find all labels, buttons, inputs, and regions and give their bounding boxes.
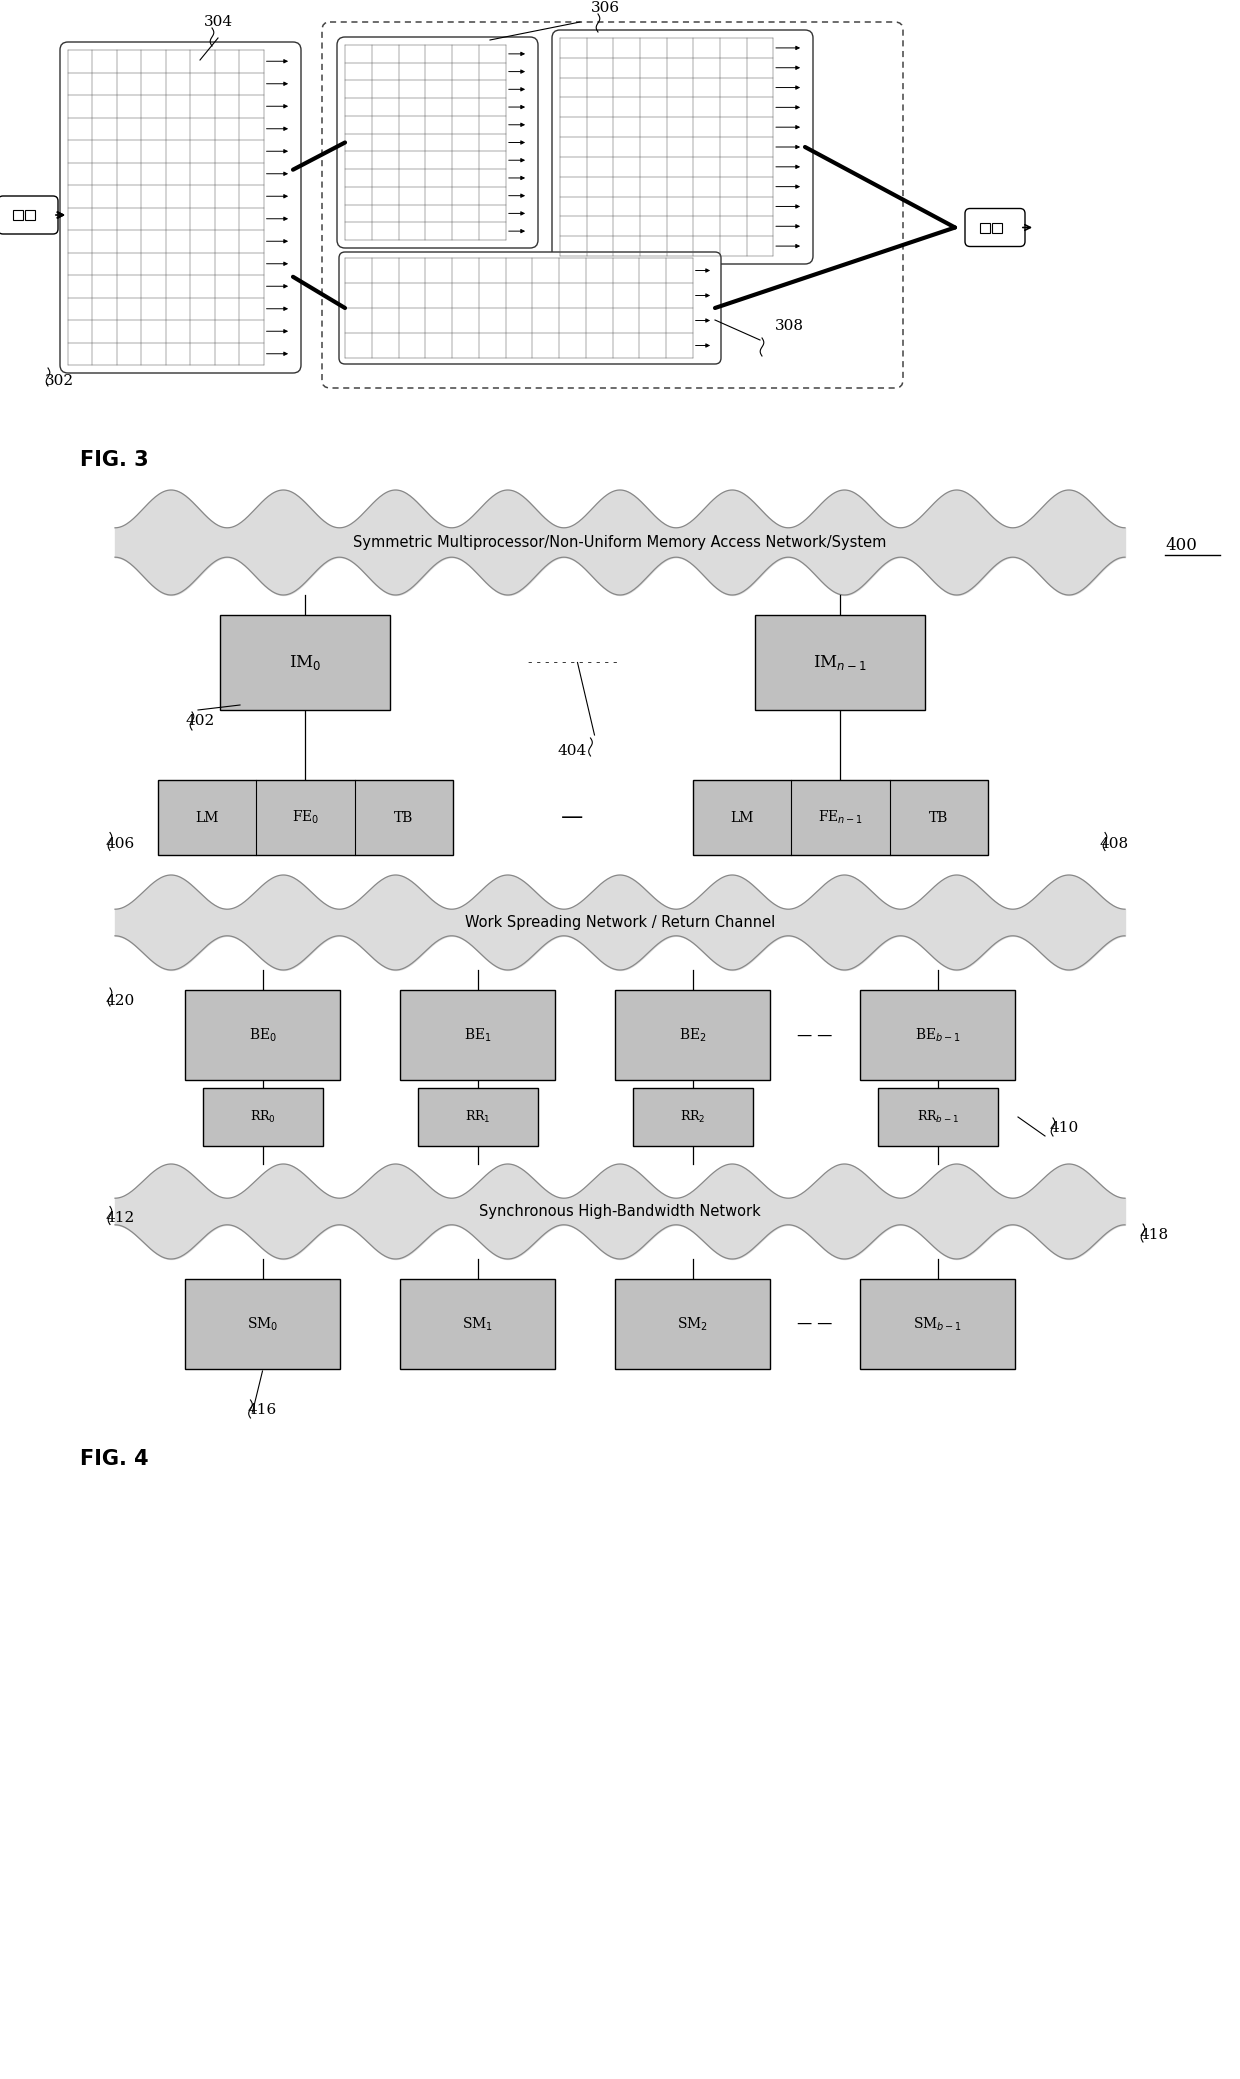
Bar [861,1279,1016,1368]
Text: Symmetric Multiprocessor/Non-Uniform Memory Access Network/System: Symmetric Multiprocessor/Non-Uniform Mem… [353,534,887,551]
Bar [401,990,556,1079]
Text: 420: 420 [105,994,134,1008]
Bar [693,780,988,854]
Bar [219,615,391,711]
Text: IM$_{n-1}$: IM$_{n-1}$ [813,653,867,672]
Text: LM: LM [730,811,754,825]
Text: SM$_1$: SM$_1$ [463,1316,494,1333]
Text: SM$_{b-1}$: SM$_{b-1}$ [913,1316,962,1333]
Text: RR$_1$: RR$_1$ [465,1108,490,1125]
Text: TB: TB [929,811,949,825]
Text: SM$_2$: SM$_2$ [677,1316,708,1333]
Text: TB: TB [394,811,413,825]
Bar [861,990,1016,1079]
Bar [25,210,35,220]
Text: Work Spreading Network / Return Channel: Work Spreading Network / Return Channel [465,915,775,929]
Text: 404: 404 [558,744,587,759]
Text: — —: — — [797,1316,833,1331]
Bar [12,210,24,220]
Text: - - - - - - - - - - -: - - - - - - - - - - - [528,657,618,669]
Text: 304: 304 [203,15,233,29]
Text: IM$_0$: IM$_0$ [289,653,321,672]
FancyBboxPatch shape [60,42,301,372]
Text: 410: 410 [1050,1121,1079,1135]
Text: 408: 408 [1100,836,1130,850]
Bar [157,780,453,854]
FancyBboxPatch shape [339,252,720,364]
Text: Synchronous High-Bandwidth Network: Synchronous High-Bandwidth Network [479,1204,761,1218]
Text: 406: 406 [105,836,134,850]
FancyBboxPatch shape [0,195,58,235]
Text: BE$_0$: BE$_0$ [248,1027,277,1044]
Bar [615,1279,770,1368]
Bar [401,1279,556,1368]
FancyBboxPatch shape [552,29,813,264]
Text: BE$_{b-1}$: BE$_{b-1}$ [915,1027,961,1044]
Text: RR$_2$: RR$_2$ [680,1108,706,1125]
Text: LM: LM [196,811,218,825]
Text: 402: 402 [185,713,215,728]
Bar [755,615,925,711]
Text: 418: 418 [1140,1229,1169,1241]
Bar [980,222,990,233]
Text: 308: 308 [775,318,804,333]
Text: 400: 400 [1166,536,1197,553]
Text: FE$_{n-1}$: FE$_{n-1}$ [818,809,863,825]
Text: RR$_0$: RR$_0$ [249,1108,275,1125]
Text: BE$_1$: BE$_1$ [464,1027,491,1044]
FancyBboxPatch shape [965,208,1025,247]
Bar [878,1087,997,1146]
Text: FIG. 4: FIG. 4 [81,1449,149,1470]
Text: SM$_0$: SM$_0$ [247,1316,278,1333]
Text: 302: 302 [45,374,74,389]
Text: — —: — — [797,1027,833,1042]
Bar [615,990,770,1079]
Text: 412: 412 [105,1210,134,1225]
FancyBboxPatch shape [337,37,538,247]
Bar [632,1087,753,1146]
Text: RR$_{b-1}$: RR$_{b-1}$ [916,1108,959,1125]
Text: 306: 306 [590,0,620,15]
Bar [185,1279,340,1368]
Text: 416: 416 [248,1403,277,1418]
Text: FE$_0$: FE$_0$ [291,809,319,825]
Text: FIG. 3: FIG. 3 [81,449,149,470]
Bar [202,1087,322,1146]
Bar [185,990,340,1079]
Text: BE$_2$: BE$_2$ [678,1027,707,1044]
Text: —: — [562,807,584,827]
Bar [992,222,1002,233]
Bar [418,1087,537,1146]
